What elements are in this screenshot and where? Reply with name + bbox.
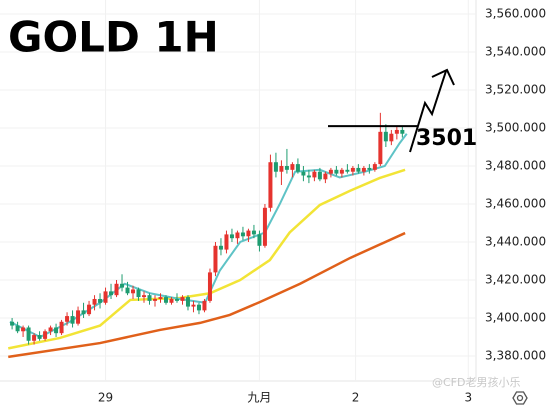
candle-body (202, 300, 207, 311)
chart-title: GOLD 1H (8, 13, 219, 62)
candle-body (350, 167, 355, 172)
candle-body (163, 297, 168, 303)
y-tick-label: 3,460.000 (485, 197, 546, 211)
candle-body (109, 291, 114, 296)
candle-body (180, 297, 185, 301)
candle-body (37, 335, 42, 339)
candle-body (92, 298, 97, 305)
candle-body (169, 298, 174, 303)
settings-icon[interactable] (512, 391, 528, 405)
candle-body (174, 298, 179, 301)
candle-body (76, 310, 81, 324)
candle-body (136, 289, 141, 298)
y-tick-label: 3,500.000 (485, 121, 546, 135)
y-tick-label: 3,420.000 (485, 272, 546, 286)
candle-body (389, 133, 394, 142)
candle-body (345, 169, 350, 172)
candle-body (339, 169, 344, 174)
candle-body (15, 325, 20, 332)
indicator-line (7, 168, 406, 350)
candle-body (328, 169, 333, 174)
candle-body (312, 171, 317, 178)
candle-body (87, 304, 92, 315)
y-tick-label: 3,560.000 (485, 7, 546, 21)
candle-body (158, 297, 163, 299)
candle-body (153, 298, 158, 301)
candle-body (21, 327, 26, 332)
candle-body (334, 169, 339, 174)
candle-body (361, 167, 366, 172)
candle-body (323, 173, 328, 180)
candle-body (251, 230, 256, 235)
indicator-line (8, 231, 406, 359)
candle-body (383, 131, 388, 142)
candle-body (229, 234, 234, 239)
candle-body (268, 162, 273, 208)
candle-body (372, 164, 377, 170)
candle-body (290, 164, 295, 170)
candle-body (65, 316, 70, 322)
candle-body (284, 166, 289, 170)
plot (7, 112, 408, 359)
candle-body (10, 321, 15, 326)
candle-body (98, 298, 103, 303)
candle-body (196, 304, 201, 311)
candle-body (48, 327, 53, 332)
candle-body (59, 321, 64, 334)
x-tick-label: 九月 (247, 391, 271, 405)
candle-body (246, 230, 251, 237)
candle-body (70, 316, 75, 324)
candle-body (295, 164, 300, 172)
candle-body (273, 162, 278, 172)
candle-body (262, 207, 267, 246)
candle-body (317, 171, 322, 180)
candle-body (32, 335, 37, 341)
candle-body (125, 287, 130, 294)
candle-body (81, 310, 86, 315)
y-tick-label: 3,380.000 (485, 348, 546, 362)
candle-body (218, 245, 223, 250)
y-tick-label: 3,480.000 (485, 159, 546, 173)
y-tick-label: 3,520.000 (485, 83, 546, 97)
candle-body (147, 295, 152, 301)
candle-body (356, 167, 361, 172)
candle-body (367, 167, 372, 170)
arrow (409, 70, 447, 153)
candle-body (103, 291, 108, 303)
x-tick-label: 29 (98, 391, 113, 405)
candle-body (257, 234, 262, 246)
candle-body (114, 283, 119, 296)
candle-body (26, 327, 31, 341)
candle-body (185, 297, 190, 307)
candle-body (279, 166, 284, 172)
x-tick-label: 2 (352, 391, 360, 405)
y-tick-label: 3,440.000 (485, 234, 546, 248)
candle-body (131, 289, 136, 294)
watermark: @CFD老男孩小乐 (432, 376, 520, 389)
candle-body (43, 331, 48, 339)
candle-body (224, 234, 229, 250)
candle-body (213, 245, 218, 273)
candle-body (378, 131, 383, 165)
candle-body (240, 232, 245, 237)
candle-body (191, 304, 196, 307)
y-tick-label: 3,540.000 (485, 45, 546, 59)
y-tick-label: 3,400.000 (485, 310, 546, 324)
candle-body (301, 171, 306, 176)
candle-body (120, 283, 125, 288)
candle-body (394, 129, 399, 134)
level-label: 3501 (416, 126, 477, 151)
candle-body (400, 129, 405, 134)
candle-body (235, 232, 240, 239)
candle-body (142, 295, 147, 298)
candle-body (54, 327, 59, 334)
arrow-head (431, 68, 455, 86)
candle-body (207, 272, 212, 301)
x-tick-label: 3 (464, 391, 472, 405)
candle-body (306, 175, 311, 178)
